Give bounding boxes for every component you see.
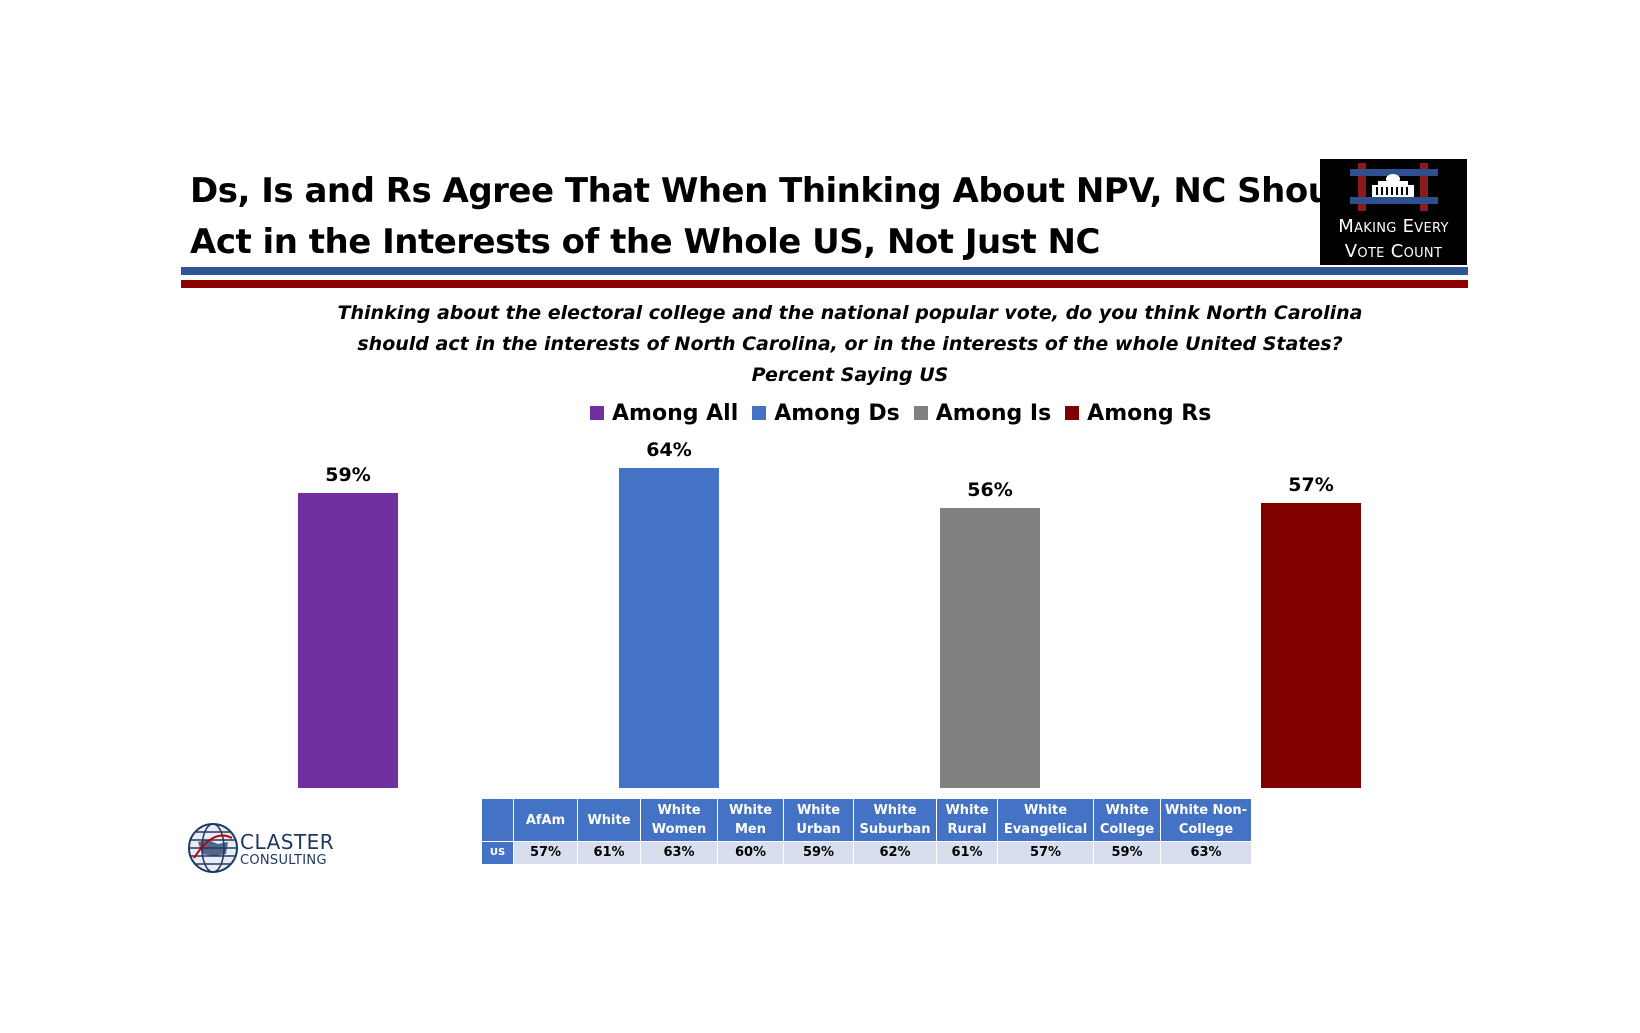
bar-among-ds [619, 468, 719, 788]
legend-label-all: Among All [612, 400, 739, 426]
table-header-cell: White Non-College [1160, 798, 1252, 842]
data-label: 59% [325, 464, 370, 486]
chart-legend: Among All Among Ds Among Is Among Rs [590, 398, 1225, 428]
logo-line-1: Making Every [1338, 216, 1449, 237]
table-row: US 57% 61% 63% 60% 59% 62% 61% 57% 59% 6… [481, 841, 1252, 865]
table-header-cell: White College [1093, 798, 1161, 842]
header-rule-blue [181, 267, 1468, 275]
table-header-cell: White Rural [936, 798, 998, 842]
question-subtitle: Percent Saying US [751, 364, 949, 386]
making-every-vote-count-logo: Making Every Vote Count [1320, 159, 1467, 265]
table-cell: 62% [853, 841, 937, 865]
title-line-2: Act in the Interests of the Whole US, No… [190, 222, 1100, 262]
legend-item-is: Among Is [913, 400, 1052, 426]
table-header-cell: AfAm [513, 798, 578, 842]
table-cell: 57% [513, 841, 578, 865]
company-subtitle: CONSULTING [240, 853, 327, 868]
chart-title: Ds, Is and Rs Agree That When Thinking A… [190, 166, 1367, 268]
table-cell: 59% [1093, 841, 1161, 865]
table-cell: 63% [1160, 841, 1252, 865]
data-label: 57% [1288, 474, 1333, 496]
legend-item-all: Among All [590, 401, 738, 426]
table-header-cell: White Women [640, 798, 718, 842]
bar-among-is [940, 508, 1040, 788]
legend-swatch-rs [1065, 406, 1080, 420]
title-line-1: Ds, Is and Rs Agree That When Thinking A… [190, 171, 1367, 211]
capitol-building-icon [1350, 163, 1438, 211]
bar-chart: 59% 64% 56% 57% [298, 439, 1361, 788]
logo-line-2: Vote Count [1344, 241, 1443, 262]
legend-item-rs: Among Rs [1065, 401, 1211, 426]
survey-question: Thinking about the electoral college and… [300, 298, 1400, 391]
legend-label-ds: Among Ds [774, 400, 900, 426]
data-label: 56% [967, 479, 1012, 501]
header-rule-red [181, 280, 1468, 288]
globe-icon [188, 823, 238, 873]
legend-label-is: Among Is [935, 400, 1052, 426]
company-name: CLASTER [240, 830, 335, 854]
question-line-2: should act in the interests of North Car… [357, 333, 1343, 355]
claster-consulting-logo: CLASTER CONSULTING [188, 818, 348, 880]
bar-among-rs [1261, 503, 1361, 788]
legend-swatch-ds [752, 406, 767, 420]
table-header-cell: White Men [717, 798, 784, 842]
demographic-table: AfAm White White Women White Men White U… [481, 798, 1252, 865]
table-cell: 59% [783, 841, 854, 865]
question-line-1: Thinking about the electoral college and… [337, 302, 1363, 324]
table-corner-cell [481, 798, 514, 842]
bar-among-all [298, 493, 398, 788]
table-header-cell: White Evangelical [997, 798, 1094, 842]
table-header-row: AfAm White White Women White Men White U… [481, 798, 1252, 842]
table-header-cell: White Suburban [853, 798, 937, 842]
legend-swatch-all [590, 406, 604, 420]
table-header-cell: White Urban [783, 798, 854, 842]
data-label: 64% [646, 439, 691, 461]
table-cell: 63% [640, 841, 718, 865]
table-cell: 61% [577, 841, 641, 865]
table-cell: 61% [936, 841, 998, 865]
table-header-cell: White [577, 798, 641, 842]
legend-item-ds: Among Ds [752, 401, 900, 426]
table-cell: 57% [997, 841, 1094, 865]
table-cell: 60% [717, 841, 784, 865]
legend-label-rs: Among Rs [1087, 400, 1212, 426]
table-row-label: US [481, 841, 514, 865]
legend-swatch-is [913, 406, 928, 420]
